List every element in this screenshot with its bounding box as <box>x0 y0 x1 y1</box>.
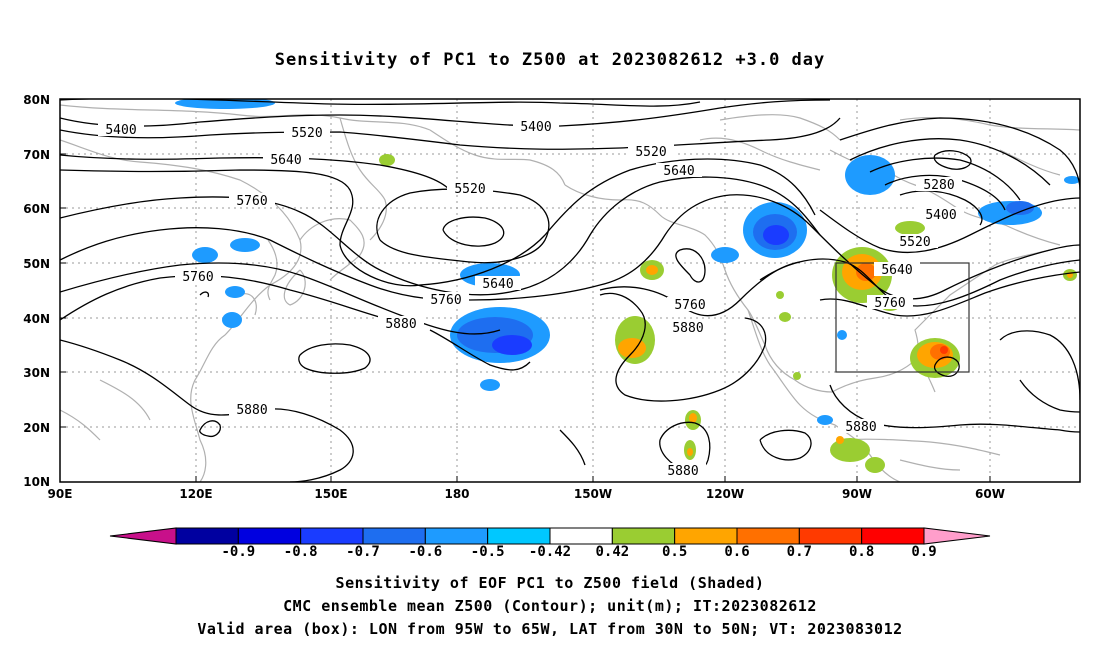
svg-text:5280: 5280 <box>923 178 954 193</box>
svg-text:5640: 5640 <box>270 153 301 168</box>
colorbar-tick-label: -0.42 <box>528 544 572 560</box>
svg-text:5640: 5640 <box>482 277 513 292</box>
lat-label: 70N <box>23 148 50 162</box>
colorbar-tick-label: -0.9 <box>221 544 256 560</box>
svg-text:5760: 5760 <box>430 293 461 308</box>
latitude-labels: 80N 70N 60N 50N 40N 30N 20N 10N <box>23 93 50 489</box>
lat-label: 30N <box>23 366 50 380</box>
svg-text:5760: 5760 <box>874 296 905 311</box>
contour-label-5760-east: 5760 <box>867 295 913 311</box>
colorbar-tick-label: 0.7 <box>786 544 812 560</box>
map-frame <box>59 98 1081 483</box>
colorbar-swatch <box>674 527 738 545</box>
svg-text:5520: 5520 <box>899 235 930 250</box>
contour-label-5880-mexico: 5880 <box>660 463 706 479</box>
lon-label: 150W <box>574 487 612 501</box>
colorbar-swatch <box>487 527 551 545</box>
svg-text:5520: 5520 <box>635 145 666 160</box>
contour-label-5640-pacific: 5640 <box>475 276 521 292</box>
contour-label-5880-baja: 5880 <box>665 320 711 336</box>
svg-text:5520: 5520 <box>291 126 322 141</box>
map-area <box>60 99 1080 482</box>
contour-label-5400-labrador: 5400 <box>918 207 964 223</box>
svg-text:5880: 5880 <box>385 317 416 332</box>
lon-label: 60W <box>975 487 1005 501</box>
lon-label: 120W <box>706 487 744 501</box>
svg-text:5880: 5880 <box>672 321 703 336</box>
colorbar-swatch <box>861 527 925 545</box>
map-title: Sensitivity of PC1 to Z500 at 2023082612… <box>274 50 826 70</box>
colorbar-swatch <box>237 527 302 545</box>
lat-label: 80N <box>23 93 50 107</box>
contour-label-5520-low: 5520 <box>447 181 493 197</box>
svg-text:5640: 5640 <box>663 164 694 179</box>
colorbar-swatch <box>549 527 613 545</box>
contour-label-5760-dateline: 5760 <box>423 292 469 308</box>
lon-label: 90E <box>48 487 73 501</box>
svg-text:5520: 5520 <box>454 182 485 197</box>
lon-label: 150E <box>314 487 347 501</box>
lat-label: 40N <box>23 312 50 326</box>
axis-ticks <box>60 153 991 482</box>
colorbar-tick-label: -0.5 <box>470 544 505 560</box>
colorbar-swatch <box>611 527 676 545</box>
colorbar-tick-label: 0.6 <box>724 544 750 560</box>
colorbar-swatch <box>798 527 863 545</box>
contour-label-5760-westcoast: 5760 <box>667 297 713 313</box>
colorbar-swatch <box>300 527 364 545</box>
colorbar-tick-label: -0.7 <box>346 544 380 560</box>
svg-text:5880: 5880 <box>667 464 698 479</box>
colorbar-swatch <box>362 527 426 545</box>
caption-contour: CMC ensemble mean Z500 (Contour); unit(m… <box>283 597 817 615</box>
contour-label-5880-dateline: 5880 <box>378 316 424 332</box>
svg-text:5400: 5400 <box>520 120 551 135</box>
contour-label-5760-china: 5760 <box>175 269 221 285</box>
svg-text:5880: 5880 <box>845 420 876 435</box>
contour-label-5640-alaska: 5640 <box>656 163 702 179</box>
svg-text:5760: 5760 <box>182 270 213 285</box>
contour-label-5640-west: 5640 <box>263 152 309 168</box>
contour-label-5520-north: 5520 <box>284 125 330 141</box>
lon-label: 120E <box>179 487 212 501</box>
contour-label-5400-west: 5400 <box>98 122 144 138</box>
colorbar-swatch <box>424 527 489 545</box>
contour-label-5760-asia: 5760 <box>229 193 275 209</box>
contour-label-5280-hudson: 5280 <box>916 177 962 193</box>
colorbar-high-triangle <box>923 527 991 545</box>
colorbar-tick-label: 0.9 <box>911 544 937 560</box>
colorbar-swatch <box>736 527 800 545</box>
colorbar-low-triangle <box>109 527 177 545</box>
contour-label-5520-quebec: 5520 <box>892 234 938 250</box>
caption-valid-area: Valid area (box): LON from 95W to 65W, L… <box>197 620 903 638</box>
colorbar-tick-label: 0.5 <box>662 544 688 560</box>
svg-text:5400: 5400 <box>925 208 956 223</box>
colorbar-swatch <box>175 527 239 545</box>
colorbar-tick-label: -0.8 <box>283 544 318 560</box>
colorbar-tick-label: -0.6 <box>408 544 443 560</box>
svg-text:5640: 5640 <box>881 263 912 278</box>
longitude-labels: 90E 120E 150E 180 150W 120W 90W 60W <box>48 487 1005 501</box>
lat-label: 20N <box>23 421 50 435</box>
caption-shaded: Sensitivity of EOF PC1 to Z500 field (Sh… <box>335 574 765 592</box>
colorbar-tick-label: 0.42 <box>595 544 630 560</box>
svg-text:5400: 5400 <box>105 123 136 138</box>
svg-text:5760: 5760 <box>674 298 705 313</box>
svg-text:5760: 5760 <box>236 194 267 209</box>
lon-label: 180 <box>444 487 469 501</box>
z500-contours <box>60 99 1080 482</box>
lat-label: 60N <box>23 202 50 216</box>
lat-label: 10N <box>23 475 50 489</box>
svg-text:5880: 5880 <box>236 403 267 418</box>
colorbar <box>109 527 991 545</box>
contour-label-5520-alaska: 5520 <box>628 144 674 160</box>
colorbar-tick-label: 0.8 <box>849 544 875 560</box>
contour-label-5400-pacific: 5400 <box>513 119 559 135</box>
contour-labels: 5400 5520 5400 5640 5520 5640 5520 5760 … <box>98 119 964 479</box>
contour-label-5640-greatlakes: 5640 <box>874 262 920 278</box>
lat-label: 50N <box>23 257 50 271</box>
lon-label: 90W <box>842 487 872 501</box>
contour-label-5880-gulf: 5880 <box>838 419 884 435</box>
contour-label-5880-southchina: 5880 <box>229 402 275 418</box>
